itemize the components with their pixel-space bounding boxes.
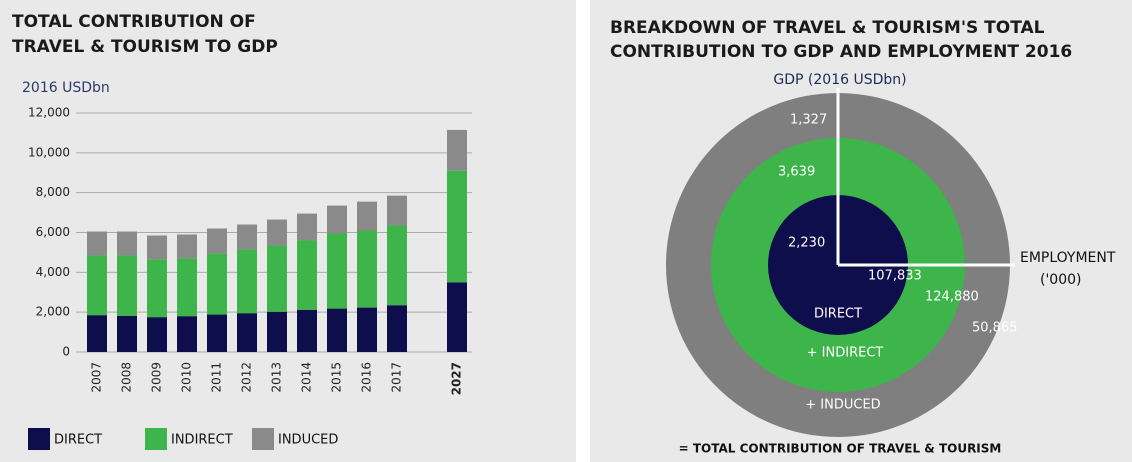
bar-segment (327, 233, 347, 309)
bar-segment (117, 231, 137, 256)
chart-title: TOTAL CONTRIBUTION OF (12, 12, 256, 32)
x-tick-label: 2011 (210, 362, 224, 393)
bar-segment (207, 228, 227, 254)
bar-segment (327, 205, 347, 234)
chart-title: BREAKDOWN OF TRAVEL & TOURISM'S TOTAL (610, 18, 1045, 38)
x-tick-label: 2015 (330, 362, 344, 393)
y-tick-label: 10,000 (28, 145, 70, 159)
bar-segment (87, 315, 107, 352)
bar-segment (237, 249, 257, 314)
employment-label: 124,880 (925, 290, 979, 305)
legend-label: DIRECT (54, 433, 102, 448)
x-tick-label: 2017 (390, 362, 404, 393)
y-tick-label: 6,000 (36, 225, 70, 239)
gdp-label: 1,327 (790, 113, 827, 128)
bar-segment (237, 313, 257, 352)
bar-segment (357, 307, 377, 352)
x-tick-label: 2007 (90, 362, 104, 393)
gdp-label: 3,639 (778, 165, 815, 180)
bar-segment (117, 255, 137, 316)
bar-segment (387, 305, 407, 352)
x-tick-label: 2013 (270, 362, 284, 393)
bar-segment (357, 201, 377, 231)
employment-label: 107,833 (868, 269, 922, 284)
measure-label: EMPLOYMENT (1020, 250, 1116, 266)
bar-segment (177, 258, 197, 317)
bar-segment (447, 170, 467, 283)
bar-segment (297, 213, 317, 241)
footer: = TOTAL CONTRIBUTION OF TRAVEL & TOURISM (679, 442, 1002, 456)
bar-segment (147, 259, 167, 318)
bar-segment (447, 282, 467, 352)
bar-segment (267, 311, 287, 352)
bar-segment (447, 129, 467, 171)
bar-segment (357, 230, 377, 308)
bar-segment (267, 219, 287, 246)
legend-swatch (28, 428, 50, 450)
chart-title: TRAVEL & TOURISM TO GDP (12, 37, 278, 57)
legend-label: INDIRECT (171, 433, 233, 448)
measure-label: ('000) (1040, 272, 1082, 288)
legend-swatch (252, 428, 274, 450)
y-tick-label: 4,000 (36, 265, 70, 279)
y-tick-label: 8,000 (36, 185, 70, 199)
x-tick-label: 2027 (450, 362, 464, 395)
x-tick-label: 2016 (360, 362, 374, 393)
chart-title: CONTRIBUTION TO GDP AND EMPLOYMENT 2016 (610, 42, 1072, 62)
bar-segment (147, 317, 167, 352)
x-tick-label: 2010 (180, 362, 194, 393)
y-tick-label: 0 (62, 345, 70, 359)
legend-swatch (145, 428, 167, 450)
ring-name: + INDIRECT (807, 346, 884, 361)
ring-name: DIRECT (814, 307, 862, 322)
bar-segment (207, 314, 227, 352)
y-tick-label: 12,000 (28, 106, 70, 120)
bar-segment (87, 255, 107, 316)
bar-segment (327, 308, 347, 352)
bar-segment (207, 253, 227, 315)
bar-segment (297, 240, 317, 310)
bar-segment (387, 225, 407, 306)
bar-segment (237, 224, 257, 250)
gdp-label: 2,230 (788, 236, 825, 251)
bar-segment (177, 316, 197, 352)
x-tick-label: 2008 (120, 362, 134, 393)
bar-segment (267, 245, 287, 312)
y-axis-label: 2016 USDbn (22, 80, 110, 96)
bar-segment (387, 195, 407, 226)
x-tick-label: 2009 (150, 362, 164, 393)
bar-segment (87, 231, 107, 256)
x-tick-label: 2014 (300, 362, 314, 393)
legend-label: INDUCED (278, 433, 338, 448)
ring-name: + INDUCED (805, 398, 880, 413)
x-tick-label: 2012 (240, 362, 254, 393)
employment-label: 50,865 (972, 321, 1018, 336)
measure-label: GDP (2016 USDbn) (773, 72, 906, 88)
left-panel (0, 0, 576, 462)
y-tick-label: 2,000 (36, 305, 70, 319)
bar-segment (177, 234, 197, 259)
bar-segment (297, 309, 317, 352)
bar-segment (147, 235, 167, 260)
bar-segment (117, 315, 137, 352)
